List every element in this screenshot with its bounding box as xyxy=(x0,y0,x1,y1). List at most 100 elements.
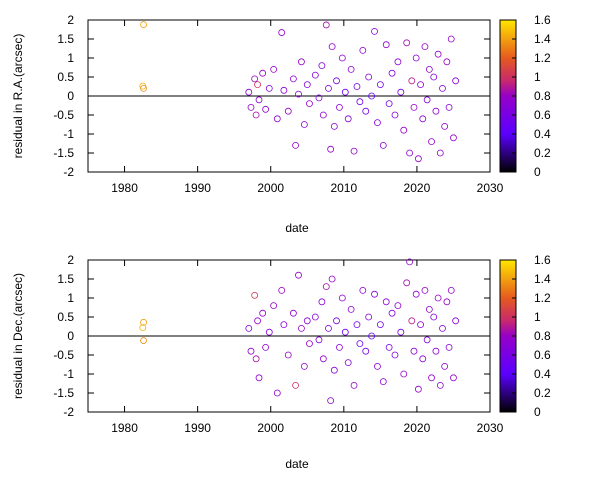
data-point xyxy=(278,29,286,36)
data-point xyxy=(254,81,261,88)
data-point xyxy=(430,73,438,81)
colorbar-tick-label: 1.6 xyxy=(534,253,551,267)
data-point xyxy=(362,347,370,355)
data-point xyxy=(245,324,253,332)
data-point xyxy=(441,123,449,130)
data-point xyxy=(406,149,414,157)
data-point xyxy=(388,69,396,77)
colorbar-tick-label: 0.2 xyxy=(534,146,551,160)
y-tick-label: 1 xyxy=(67,291,74,305)
data-point xyxy=(410,104,418,111)
data-point xyxy=(445,104,453,111)
x-tick-label: 1980 xyxy=(111,421,138,435)
colorbar-tick-label: 1.4 xyxy=(534,32,551,46)
y-tick-label: -1 xyxy=(63,367,74,381)
data-point xyxy=(325,85,332,92)
data-point xyxy=(311,313,319,321)
y-tick-label: -2 xyxy=(63,165,74,179)
data-point xyxy=(344,359,352,367)
x-tick-label: 1990 xyxy=(184,421,211,435)
data-point xyxy=(434,50,442,58)
y-tick-label: -0.5 xyxy=(53,348,74,362)
data-point xyxy=(259,309,267,317)
data-point xyxy=(374,119,381,126)
data-point xyxy=(376,81,384,88)
data-point xyxy=(284,107,292,115)
data-point xyxy=(445,343,453,351)
data-point xyxy=(441,362,449,370)
data-point xyxy=(306,340,313,348)
data-point xyxy=(368,92,375,100)
colorbar-tick-label: 0.2 xyxy=(534,386,551,400)
data-point xyxy=(273,389,281,397)
data-point xyxy=(379,141,387,149)
data-point xyxy=(252,355,260,363)
data-point xyxy=(436,381,444,389)
data-point xyxy=(419,355,427,363)
data-point xyxy=(289,309,297,317)
data-point xyxy=(439,324,446,332)
data-point xyxy=(327,397,335,405)
data-point xyxy=(391,351,399,359)
data-point xyxy=(278,286,286,294)
data-point xyxy=(421,43,429,50)
data-point xyxy=(319,355,327,363)
data-point xyxy=(336,104,343,111)
data-point xyxy=(338,294,346,302)
data-point xyxy=(414,155,422,163)
x-tick-label: 2020 xyxy=(404,181,431,195)
data-point xyxy=(417,81,424,88)
y-tick-label: 0.5 xyxy=(57,70,74,84)
data-point xyxy=(371,27,378,35)
colorbar-tick-label: 0 xyxy=(534,165,541,179)
y-axis-label: residual in R.A.(arcsec) xyxy=(11,34,25,159)
colorbar-tick-label: 1.2 xyxy=(534,291,551,305)
data-point xyxy=(417,321,424,329)
x-tick-label: 2020 xyxy=(404,421,431,435)
data-point xyxy=(400,370,408,378)
data-point xyxy=(388,309,396,317)
data-point xyxy=(452,77,460,85)
data-point xyxy=(350,381,358,389)
y-tick-label: 0 xyxy=(67,329,74,343)
data-point xyxy=(406,258,414,266)
data-point xyxy=(139,324,147,332)
y-tick-label: 1.5 xyxy=(57,32,74,46)
data-point xyxy=(425,305,433,313)
residual-panel-dec: 1980 1990 2000 2010 2020 2030 -2 -1.5 -1 -0.5 0 0.5… xyxy=(11,253,551,471)
data-point xyxy=(255,374,263,382)
data-point xyxy=(443,298,451,306)
colorbar-tick-label: 1.2 xyxy=(534,51,551,65)
data-point xyxy=(341,88,349,96)
data-point xyxy=(447,286,455,294)
data-point xyxy=(376,321,384,329)
data-point xyxy=(400,126,408,134)
data-point xyxy=(140,85,147,92)
data-point xyxy=(341,328,349,336)
y-tick-label: 0 xyxy=(67,89,74,103)
data-point xyxy=(300,362,308,370)
x-tick-label: 1980 xyxy=(111,181,138,195)
data-point xyxy=(289,75,297,83)
data-point xyxy=(436,149,444,157)
colorbar-tick-label: 0.8 xyxy=(534,89,551,103)
data-point xyxy=(419,115,427,123)
data-point xyxy=(328,43,336,50)
data-point xyxy=(298,324,305,332)
data-point xyxy=(447,35,455,43)
data-point xyxy=(408,77,416,85)
x-tick-label: 2000 xyxy=(257,421,284,435)
data-point xyxy=(330,366,338,374)
data-point xyxy=(300,121,308,128)
data-point xyxy=(295,271,302,279)
data-point xyxy=(432,107,440,115)
y-tick-label: -0.5 xyxy=(53,108,74,122)
data-point xyxy=(391,111,399,119)
data-point xyxy=(379,378,387,386)
x-tick-label: 2010 xyxy=(330,181,357,195)
data-point xyxy=(315,94,323,102)
data-point xyxy=(368,332,375,340)
y-axis-label: residual in Dec.(arcsec) xyxy=(11,273,25,399)
data-point xyxy=(322,21,330,29)
